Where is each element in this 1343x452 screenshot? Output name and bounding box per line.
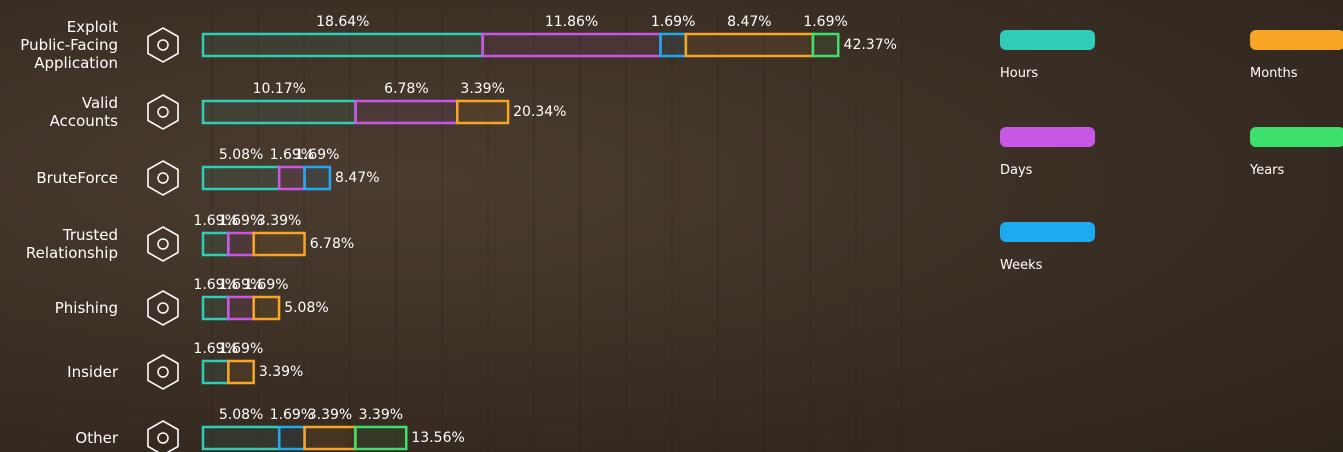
segment-label: 1.69% bbox=[651, 14, 695, 30]
segment-label: 3.39% bbox=[308, 407, 352, 423]
bar-segment bbox=[303, 425, 357, 451]
segment-label: 5.08% bbox=[219, 407, 263, 423]
icon-glyph bbox=[157, 39, 169, 51]
category-label: Valid Accounts bbox=[49, 94, 118, 130]
bar-segment bbox=[227, 231, 255, 257]
segment-label: 3.39% bbox=[257, 213, 301, 229]
icon-hexagon bbox=[147, 160, 179, 196]
bar-segment bbox=[354, 425, 408, 451]
legend-label: Hours bbox=[1000, 66, 1039, 81]
segment-label: 1.69% bbox=[803, 14, 847, 30]
segment-label: 1.69% bbox=[219, 277, 263, 293]
category-label: Exploit Public-Facing Application bbox=[20, 18, 118, 72]
bar-segment bbox=[456, 99, 510, 125]
segment-label: 1.69% bbox=[193, 213, 237, 229]
segment-label: 1.69% bbox=[193, 277, 237, 293]
category-label: BruteForce bbox=[36, 169, 118, 187]
total-label: 42.37% bbox=[844, 37, 897, 53]
legend-label: Days bbox=[1000, 163, 1033, 178]
category-icon bbox=[147, 27, 179, 63]
bar-segment bbox=[201, 99, 357, 125]
bar-segment bbox=[277, 425, 306, 451]
bar-segment bbox=[201, 295, 230, 321]
total-label: 5.08% bbox=[284, 300, 328, 316]
bar-segment bbox=[201, 231, 230, 257]
legend-label: Years bbox=[1250, 163, 1285, 178]
bar-segment bbox=[227, 295, 255, 321]
segment-label: 11.86% bbox=[545, 14, 598, 30]
bar-segment bbox=[252, 231, 306, 257]
segment-label: 1.69% bbox=[295, 147, 339, 163]
segment-label: 1.69% bbox=[193, 341, 237, 357]
category-icon bbox=[147, 420, 179, 452]
category-label: Trusted Relationship bbox=[25, 226, 118, 262]
icon-hexagon bbox=[147, 290, 179, 326]
bar-segment bbox=[659, 32, 688, 58]
icon-glyph bbox=[157, 172, 169, 184]
segment-label: 6.78% bbox=[384, 81, 428, 97]
category-icon bbox=[147, 354, 179, 390]
category-icon bbox=[147, 160, 179, 196]
category-label: Insider bbox=[67, 363, 118, 381]
total-label: 6.78% bbox=[310, 236, 354, 252]
icon-glyph bbox=[157, 106, 169, 118]
segment-label: 8.47% bbox=[727, 14, 771, 30]
icon-hexagon bbox=[147, 354, 179, 390]
legend-swatch bbox=[1000, 127, 1095, 147]
icon-hexagon bbox=[147, 420, 179, 452]
segment-label: 1.69% bbox=[244, 277, 288, 293]
icon-glyph bbox=[157, 302, 169, 314]
icon-hexagon bbox=[147, 27, 179, 63]
category-icon bbox=[147, 290, 179, 326]
segment-label: 3.39% bbox=[359, 407, 403, 423]
icon-glyph bbox=[157, 432, 169, 444]
segment-label: 1.69% bbox=[270, 407, 314, 423]
bar-segment bbox=[303, 165, 332, 191]
segment-label: 1.69% bbox=[219, 213, 263, 229]
bar-segment bbox=[684, 32, 815, 58]
bar-segment bbox=[252, 295, 281, 321]
total-label: 8.47% bbox=[335, 170, 379, 186]
icon-glyph bbox=[157, 238, 169, 250]
bar-segment bbox=[354, 99, 459, 125]
segment-label: 10.17% bbox=[253, 81, 306, 97]
bar-segment bbox=[201, 165, 281, 191]
bar-segment bbox=[277, 165, 306, 191]
bar-segment bbox=[227, 359, 255, 385]
grid bbox=[211, 10, 903, 452]
segment-label: 18.64% bbox=[316, 14, 369, 30]
legend-swatch bbox=[1250, 127, 1343, 147]
total-label: 3.39% bbox=[259, 364, 303, 380]
legend-swatch bbox=[1000, 30, 1095, 50]
bar-segment bbox=[811, 32, 840, 58]
segment-label: 1.69% bbox=[270, 147, 314, 163]
legend-label: Weeks bbox=[1000, 258, 1043, 273]
segment-label: 3.39% bbox=[460, 81, 504, 97]
legend-swatch bbox=[1250, 30, 1343, 50]
category-label: Phishing bbox=[54, 299, 118, 317]
total-label: 20.34% bbox=[513, 104, 566, 120]
icon-hexagon bbox=[147, 226, 179, 262]
legend-label: Months bbox=[1250, 66, 1298, 81]
icon-glyph bbox=[157, 366, 169, 378]
bar-segment bbox=[481, 32, 662, 58]
category-label: Other bbox=[75, 429, 118, 447]
segment-label: 5.08% bbox=[219, 147, 263, 163]
icon-hexagon bbox=[147, 94, 179, 130]
bar-segment bbox=[201, 425, 281, 451]
total-label: 13.56% bbox=[411, 430, 464, 446]
legend-swatch bbox=[1000, 222, 1095, 242]
bar-segment bbox=[201, 359, 230, 385]
segment-label: 1.69% bbox=[219, 341, 263, 357]
bar-segment bbox=[201, 32, 484, 58]
category-icon bbox=[147, 226, 179, 262]
category-icon bbox=[147, 94, 179, 130]
